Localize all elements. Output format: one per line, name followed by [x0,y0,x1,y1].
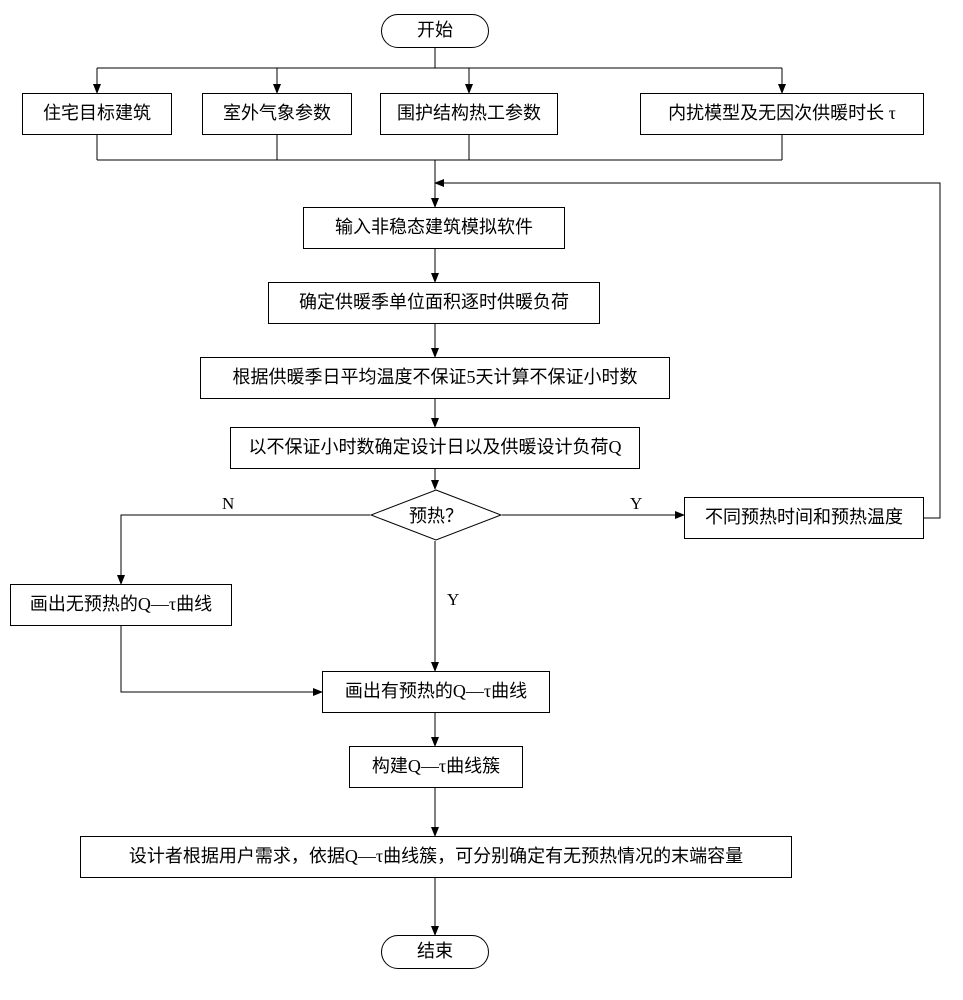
end-label: 结束 [417,940,453,963]
p4-label: 以不保证小时数确定设计日以及供暖设计负荷Q [249,436,622,459]
p2-label: 确定供暖季单位面积逐时供暖负荷 [299,291,569,314]
p3-label: 根据供暖季日平均温度不保证5天计算不保证小时数 [233,366,638,389]
end-terminal: 结束 [381,935,489,969]
input1-label: 住宅目标建筑 [43,102,151,125]
draw-no-label: 画出无预热的Q—τ曲线 [30,593,212,616]
input2-label: 室外气象参数 [223,102,331,125]
input-box-4: 内扰模型及无因次供暖时长 τ [640,93,924,135]
input-box-2: 室外气象参数 [202,93,352,135]
start-label: 开始 [417,19,453,42]
process-p2: 确定供暖季单位面积逐时供暖负荷 [268,282,600,324]
decision-preheat: 预热？ [370,489,502,541]
edge-label-y-down: Y [447,590,459,610]
input-box-1: 住宅目标建筑 [22,93,172,135]
decision-label: 预热？ [370,502,502,528]
input3-label: 围护结构热工参数 [397,102,541,125]
draw-yes-label: 画出有预热的Q—τ曲线 [345,680,527,703]
process-draw-preheat: 画出有预热的Q—τ曲线 [322,671,550,713]
process-build-family: 构建Q—τ曲线簇 [349,746,523,788]
process-p1: 输入非稳态建筑模拟软件 [303,207,565,249]
process-p3: 根据供暖季日平均温度不保证5天计算不保证小时数 [200,357,670,399]
edge-label-n: N [222,494,234,514]
start-terminal: 开始 [381,14,489,48]
input4-label: 内扰模型及无因次供暖时长 τ [668,102,896,125]
input-box-3: 围护结构热工参数 [380,93,558,135]
process-p4: 以不保证小时数确定设计日以及供暖设计负荷Q [230,427,640,469]
designer-label: 设计者根据用户需求，依据Q—τ曲线簇，可分别确定有无预热情况的末端容量 [129,845,743,868]
p1-label: 输入非稳态建筑模拟软件 [335,216,533,239]
edge-label-y-right: Y [630,494,642,514]
process-preheat-diff: 不同预热时间和预热温度 [684,497,924,539]
process-designer: 设计者根据用户需求，依据Q—τ曲线簇，可分别确定有无预热情况的末端容量 [80,836,792,878]
preheat-diff-label: 不同预热时间和预热温度 [705,506,903,529]
process-draw-no-preheat: 画出无预热的Q—τ曲线 [10,584,232,626]
build-family-label: 构建Q—τ曲线簇 [372,755,500,778]
